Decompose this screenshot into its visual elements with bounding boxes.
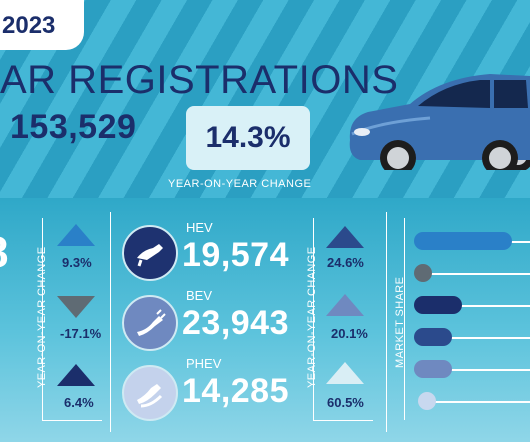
divider-line [313,420,373,421]
yoy-change-box: 14.3% [186,106,310,170]
fuel-registrations: 23,943 [182,304,289,342]
market-share-bar [414,296,462,314]
market-share-bar [414,232,512,250]
yoy-value: 24.6% [327,255,364,270]
fuel-registrations: 19,574 [182,236,289,274]
yoy-value: 20.1% [331,326,368,341]
total-registrations: 153,529 [10,108,137,146]
up-arrow-icon [326,226,364,248]
divider-line [110,212,111,432]
bar-leader-line [454,305,530,307]
yoy-change-caption: YEAR-ON-YEAR CHANGE [168,178,312,190]
market-share-bar [414,328,452,346]
fuel-type-label: BEV [186,288,213,303]
market-share-bar [414,264,432,282]
yoy-value: 60.5% [327,395,364,410]
bar-leader-line [444,369,530,371]
yoy-value: 6.4% [64,395,94,410]
market-share-bar [418,392,436,410]
divider-line [42,218,43,420]
car-illustration-icon [349,74,530,170]
up-arrow-icon [57,364,95,386]
divider-line [313,218,314,420]
plugin-hybrid-icon [122,365,178,421]
down-arrow-icon [57,296,95,318]
up-arrow-icon [326,294,364,316]
partial-figure: 8 [0,228,8,278]
bar-leader-line [428,273,530,275]
fuel-type-label: HEV [186,220,213,235]
market-share-bar [414,360,452,378]
yoy-axis-label-2: YEAR-ON-YEAR CHANGE [306,246,318,388]
yoy-value: -17.1% [60,326,102,341]
fuel-nozzle-icon [122,225,178,281]
header-band: 2023 AR REGISTRATIONS 153,529 14.3% YEAR… [0,0,530,198]
divider-line [386,212,387,432]
divider-line [404,218,405,420]
year-badge: 2023 [0,0,84,50]
page-title: AR REGISTRATIONS [0,58,399,102]
fuel-registrations: 14,285 [182,372,289,410]
up-arrow-icon [326,362,364,384]
bar-leader-line [444,337,530,339]
fuel-type-label: PHEV [186,356,222,371]
divider-line [42,420,102,421]
ev-plug-icon [122,295,178,351]
up-arrow-icon [57,224,95,246]
yoy-value: 9.3% [62,255,92,270]
bar-leader-line [430,401,530,403]
bar-leader-line [500,241,530,243]
